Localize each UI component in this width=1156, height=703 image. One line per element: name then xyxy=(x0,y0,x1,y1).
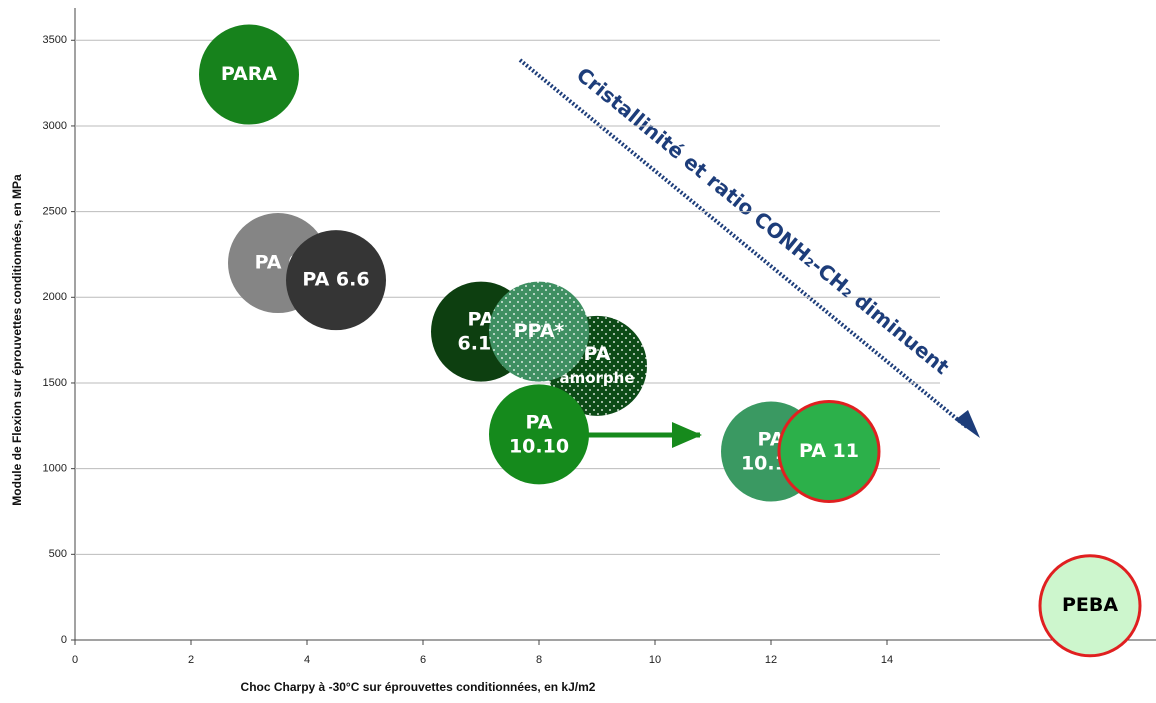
trend-arrowhead xyxy=(955,410,980,438)
bubble xyxy=(777,400,881,504)
bubble xyxy=(286,230,386,331)
y-axis-title: Module de Flexion sur éprouvettes condit… xyxy=(10,174,24,506)
x-tick-label: 12 xyxy=(765,654,777,666)
bubble xyxy=(1038,554,1142,658)
y-tick-label: 1500 xyxy=(43,377,67,389)
x-tick-label: 14 xyxy=(881,654,893,666)
x-tick-label: 10 xyxy=(649,654,661,666)
y-tick-label: 2500 xyxy=(43,206,67,218)
bubble-label: PPA* xyxy=(514,320,565,342)
y-tick-label: 1000 xyxy=(43,463,67,475)
y-tick-label: 2000 xyxy=(43,291,67,303)
bubble-label: PA amorphe xyxy=(559,342,634,386)
trend-arrow xyxy=(518,58,970,430)
y-tick-label: 3000 xyxy=(43,120,67,132)
x-tick-label: 0 xyxy=(72,654,78,666)
y-tick-label: 0 xyxy=(61,634,67,646)
bubble-label: PA 11 xyxy=(799,440,859,462)
bubble xyxy=(199,24,299,125)
x-tick-label: 2 xyxy=(188,654,194,666)
bubble-label: PA 6.6 xyxy=(302,269,369,291)
bubble-label: PA 10.10 xyxy=(509,411,569,457)
bubble xyxy=(489,281,589,382)
x-tick-label: 4 xyxy=(304,654,310,666)
bubble-label: PARA xyxy=(221,63,278,85)
bubble xyxy=(489,384,589,485)
y-tick-label: 500 xyxy=(49,548,67,560)
x-axis-title: Choc Charpy à -30°C sur éprouvettes cond… xyxy=(241,680,596,694)
y-tick-label: 3500 xyxy=(43,34,67,46)
x-tick-label: 8 xyxy=(536,654,542,666)
bubble-label: PEBA xyxy=(1062,594,1118,616)
x-tick-label: 6 xyxy=(420,654,426,666)
